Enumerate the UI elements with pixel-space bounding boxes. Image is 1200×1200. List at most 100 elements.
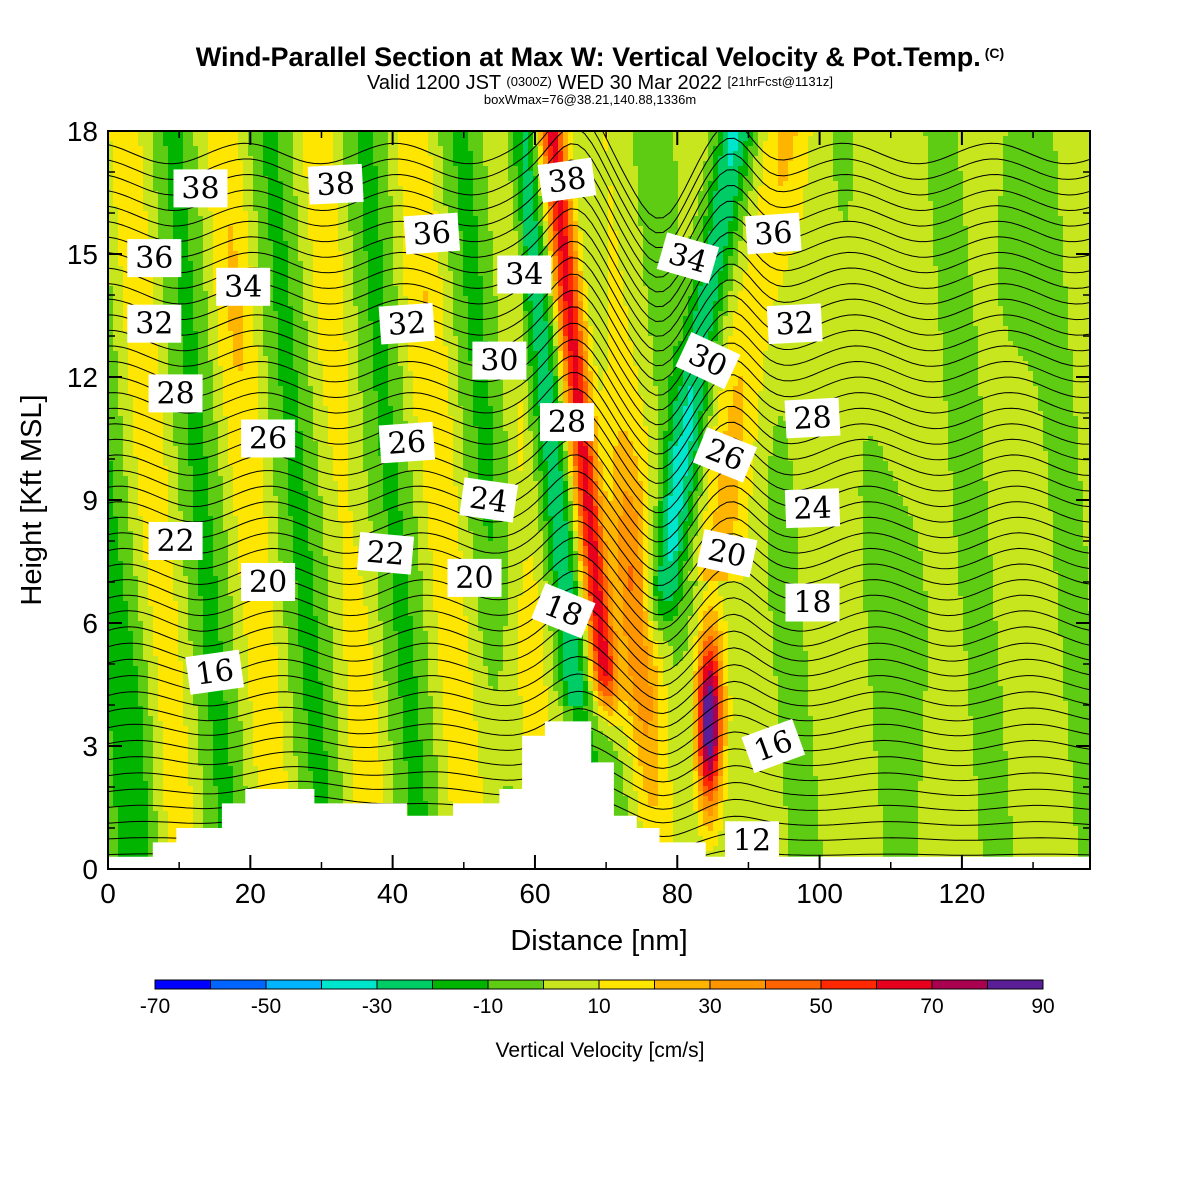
velocity-cell <box>808 251 814 257</box>
velocity-cell <box>183 151 189 157</box>
velocity-cell <box>383 206 389 212</box>
velocity-cell <box>698 136 704 142</box>
velocity-cell <box>653 171 659 177</box>
velocity-cell <box>1058 221 1064 227</box>
velocity-cell <box>718 131 724 137</box>
velocity-cell <box>898 211 904 217</box>
velocity-cell <box>683 196 689 202</box>
velocity-cell <box>468 196 474 202</box>
velocity-cell <box>963 161 969 167</box>
velocity-cell <box>253 136 259 142</box>
velocity-cell <box>163 181 169 187</box>
velocity-cell <box>768 146 774 152</box>
velocity-cell <box>248 181 254 187</box>
velocity-cell <box>888 206 894 212</box>
velocity-cell <box>278 196 284 202</box>
velocity-cell <box>718 146 724 152</box>
velocity-cell <box>283 206 289 212</box>
velocity-cell <box>928 136 934 142</box>
velocity-cell <box>293 241 299 247</box>
velocity-cell <box>273 131 279 137</box>
velocity-cell <box>838 191 844 197</box>
velocity-cell <box>903 171 909 177</box>
velocity-cell <box>548 216 554 222</box>
velocity-cell <box>643 141 649 147</box>
velocity-cell <box>298 211 304 217</box>
velocity-cell <box>328 156 334 162</box>
velocity-cell <box>328 151 334 157</box>
velocity-cell <box>818 246 824 252</box>
velocity-cell <box>653 226 659 232</box>
velocity-cell <box>458 141 464 147</box>
velocity-cell <box>688 191 694 197</box>
velocity-cell <box>263 211 269 217</box>
velocity-cell <box>808 206 814 212</box>
velocity-cell <box>593 171 599 177</box>
velocity-cell <box>858 136 864 142</box>
velocity-cell <box>1073 231 1079 237</box>
velocity-cell <box>963 196 969 202</box>
velocity-cell <box>883 241 889 247</box>
velocity-cell <box>518 206 524 212</box>
velocity-cell <box>348 161 354 167</box>
velocity-cell <box>898 136 904 142</box>
velocity-cell <box>668 176 674 182</box>
velocity-cell <box>343 221 349 227</box>
velocity-cell <box>848 231 854 237</box>
velocity-cell <box>233 191 239 197</box>
velocity-cell <box>1003 236 1009 242</box>
velocity-cell <box>853 236 859 242</box>
velocity-cell <box>1028 241 1034 247</box>
velocity-cell <box>358 226 364 232</box>
velocity-cell <box>293 196 299 202</box>
velocity-cell <box>558 231 564 237</box>
velocity-cell <box>1028 171 1034 177</box>
velocity-cell <box>463 251 469 257</box>
velocity-cell <box>723 226 729 232</box>
velocity-cell <box>503 236 509 242</box>
velocity-cell <box>1003 246 1009 252</box>
velocity-cell <box>503 231 509 237</box>
velocity-cell <box>363 196 369 202</box>
velocity-cell <box>203 221 209 227</box>
velocity-cell <box>1053 156 1059 162</box>
velocity-cell <box>238 146 244 152</box>
velocity-cell <box>693 191 699 197</box>
velocity-cell <box>173 166 179 172</box>
velocity-cell <box>683 131 689 137</box>
velocity-cell <box>828 206 834 212</box>
velocity-cell <box>383 216 389 222</box>
velocity-cell <box>483 131 489 137</box>
velocity-cell <box>168 186 174 192</box>
velocity-cell <box>738 231 744 237</box>
velocity-cell <box>1068 226 1074 232</box>
velocity-cell <box>233 146 239 152</box>
velocity-cell <box>1033 191 1039 197</box>
velocity-cell <box>668 166 674 172</box>
velocity-cell <box>933 151 939 157</box>
velocity-cell <box>1043 186 1049 192</box>
velocity-cell <box>458 131 464 137</box>
velocity-cell <box>628 251 634 257</box>
velocity-cell <box>613 231 619 237</box>
velocity-cell <box>948 151 954 157</box>
velocity-cell <box>398 186 404 192</box>
velocity-cell <box>488 216 494 222</box>
velocity-cell <box>933 216 939 222</box>
velocity-cell <box>163 131 169 137</box>
velocity-cell <box>378 151 384 157</box>
velocity-cell <box>843 161 849 167</box>
chart-title: Wind-Parallel Section at Max W: Vertical… <box>0 42 1200 73</box>
velocity-cell <box>753 151 759 157</box>
velocity-cell <box>333 226 339 232</box>
velocity-cell <box>318 256 324 262</box>
velocity-cell <box>793 141 799 147</box>
velocity-cell <box>1083 156 1089 162</box>
velocity-cell <box>668 196 674 202</box>
velocity-cell <box>808 156 814 162</box>
velocity-cell <box>393 166 399 172</box>
velocity-cell <box>518 211 524 217</box>
velocity-cell <box>383 131 389 137</box>
velocity-cell <box>908 226 914 232</box>
velocity-cell <box>543 216 549 222</box>
